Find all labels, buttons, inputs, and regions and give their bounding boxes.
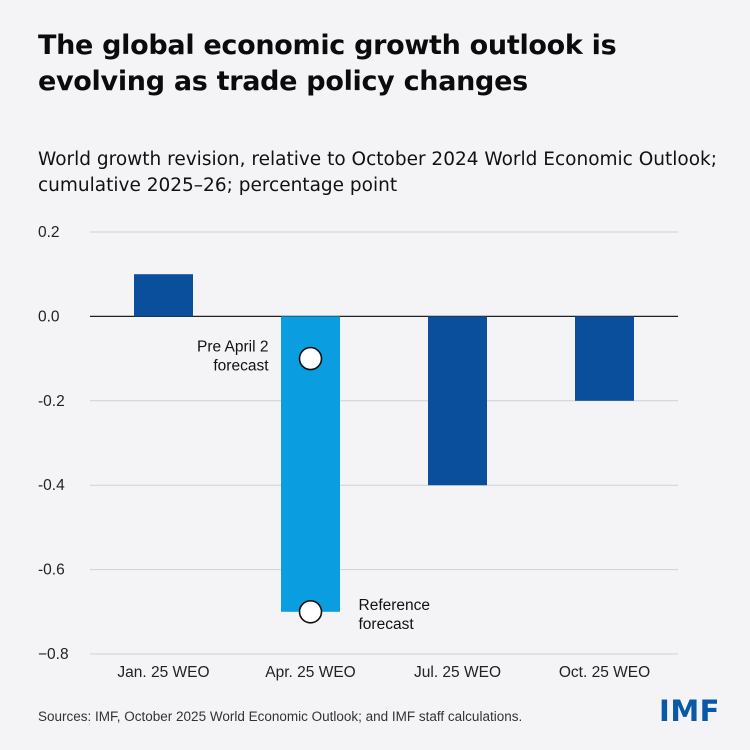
x-tick-label: Oct. 25 WEO	[559, 664, 650, 681]
y-tick-label: -0.2	[38, 393, 65, 410]
chart-title: The global economic growth outlook is ev…	[38, 30, 617, 97]
y-tick-label: −0.8	[38, 646, 69, 663]
marker-label: forecast	[213, 358, 269, 375]
forecast-marker	[298, 599, 323, 624]
y-tick-label: -0.6	[38, 562, 65, 579]
x-tick-label: Jul. 25 WEO	[414, 664, 501, 681]
bar	[428, 316, 487, 486]
source-note: Sources: IMF, October 2025 World Economi…	[38, 709, 523, 724]
y-tick-label: -0.4	[38, 477, 65, 494]
y-tick-label: 0.0	[38, 308, 60, 325]
y-tick-label: 0.2	[38, 224, 60, 241]
bar	[575, 316, 634, 401]
marker-label: forecast	[359, 616, 415, 633]
imf-logo: IMF	[659, 694, 720, 728]
marker-label: Reference	[359, 597, 431, 614]
forecast-marker	[298, 346, 323, 371]
marker-label: Pre April 2	[197, 339, 269, 356]
x-tick-label: Jan. 25 WEO	[117, 664, 209, 681]
chart-subtitle: World growth revision, relative to Octob…	[38, 149, 717, 196]
bar	[134, 274, 193, 317]
x-tick-label: Apr. 25 WEO	[265, 664, 355, 681]
